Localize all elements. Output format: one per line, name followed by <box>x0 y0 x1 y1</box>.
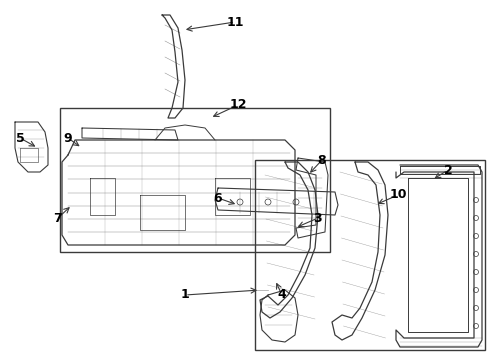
Text: 10: 10 <box>388 189 406 202</box>
Text: 11: 11 <box>226 15 243 28</box>
Text: 7: 7 <box>54 211 62 225</box>
Bar <box>254 160 484 350</box>
Text: 8: 8 <box>317 153 325 166</box>
Text: 6: 6 <box>213 192 222 204</box>
Text: 9: 9 <box>63 131 72 144</box>
Text: 2: 2 <box>443 163 451 176</box>
Text: 3: 3 <box>313 211 322 225</box>
Text: 12: 12 <box>229 99 246 112</box>
Bar <box>60 108 329 252</box>
Text: 5: 5 <box>16 131 24 144</box>
Text: 4: 4 <box>277 288 286 302</box>
Text: 1: 1 <box>180 288 189 302</box>
